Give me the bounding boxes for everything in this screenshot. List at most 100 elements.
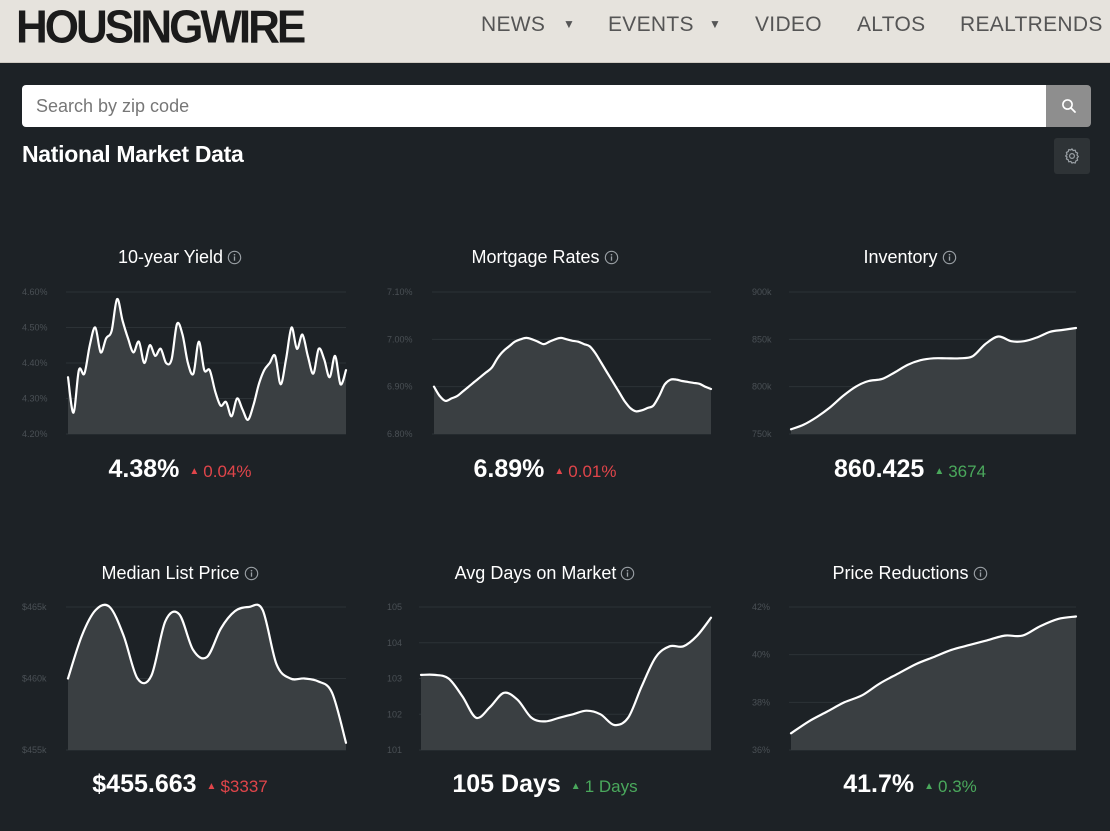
card-title: Price Reductions bbox=[740, 563, 1080, 586]
metric-change: ▲ 3674 bbox=[934, 462, 986, 481]
info-icon[interactable] bbox=[620, 565, 635, 586]
y-tick-label: 4.30% bbox=[22, 394, 48, 404]
metric-change-value: 0.01% bbox=[568, 462, 617, 481]
value-row: 105 Days ▲ 1 Days bbox=[375, 770, 715, 799]
y-tick-label: 105 bbox=[387, 602, 402, 612]
value-row: $455.663 ▲ $3337 bbox=[10, 770, 350, 799]
triangle-up-icon: ▲ bbox=[924, 781, 935, 792]
y-tick-label: 800k bbox=[752, 382, 772, 392]
metric-value: 41.7% bbox=[843, 770, 915, 798]
y-tick-label: 4.20% bbox=[22, 429, 48, 439]
series-line[interactable] bbox=[789, 326, 1078, 431]
y-tick-label: 750k bbox=[752, 429, 772, 439]
nav-item-video[interactable]: VIDEO bbox=[755, 13, 822, 36]
y-tick-label: 4.60% bbox=[22, 287, 48, 297]
search-button[interactable] bbox=[1046, 85, 1091, 127]
metric-value: $455.663 bbox=[92, 770, 197, 798]
card-title-label: Mortgage Rates bbox=[471, 247, 600, 267]
section-title: National Market Data bbox=[22, 141, 244, 167]
card-price-reductions: Price Reductions 42% 40% 38% 36% 41.7% ▲ 0.3% bbox=[740, 563, 1080, 823]
search-icon bbox=[1061, 99, 1076, 113]
series-line[interactable] bbox=[66, 297, 348, 421]
zip-search bbox=[22, 85, 1091, 127]
series-line[interactable] bbox=[66, 603, 348, 744]
series-area bbox=[791, 616, 1076, 750]
metric-value: 860.425 bbox=[833, 455, 925, 483]
card-inventory: Inventory 900k 850k 800k 750k 860.425 ▲ 3674 bbox=[740, 247, 1080, 507]
value-row: 860.425 ▲ 3674 bbox=[740, 455, 1080, 484]
series-area bbox=[434, 337, 711, 434]
triangle-down-icon: ▲ bbox=[206, 781, 217, 792]
triangle-down-icon: ▲ bbox=[554, 466, 565, 477]
metric-change-value: 3674 bbox=[948, 462, 987, 481]
chevron-down-icon[interactable]: ▼ bbox=[709, 17, 721, 31]
zip-search-input[interactable] bbox=[22, 85, 1046, 127]
area-chart: 42% 40% 38% 36% bbox=[752, 602, 1078, 755]
nav-item-events[interactable]: EVENTS bbox=[608, 13, 694, 36]
y-tick-label: $455k bbox=[22, 745, 47, 755]
area-chart: 900k 850k 800k 750k bbox=[752, 287, 1078, 439]
y-tick-label: 4.50% bbox=[22, 323, 48, 333]
y-tick-label: 6.90% bbox=[387, 382, 413, 392]
series-line[interactable] bbox=[789, 615, 1078, 735]
value-row: 41.7% ▲ 0.3% bbox=[740, 770, 1080, 799]
y-tick-label: 4.40% bbox=[22, 358, 48, 368]
y-tick-label: 42% bbox=[752, 602, 770, 612]
card-title: Inventory bbox=[740, 247, 1080, 270]
y-tick-label: 6.80% bbox=[387, 429, 413, 439]
metric-change-value: 1 Days bbox=[584, 777, 638, 796]
info-icon[interactable] bbox=[973, 565, 988, 586]
triangle-up-icon: ▲ bbox=[570, 781, 581, 792]
gear-icon bbox=[1065, 148, 1079, 164]
value-row: 6.89% ▲ 0.01% bbox=[375, 455, 715, 484]
top-navigation-bar: HOUSINGWIRE NEWS ▼ EVENTS ▼ VIDEO ALTOS … bbox=[0, 0, 1110, 63]
value-row: 4.38% ▲ 0.04% bbox=[10, 455, 350, 484]
settings-button[interactable] bbox=[1054, 138, 1090, 174]
nav-item-altos[interactable]: ALTOS bbox=[857, 13, 926, 36]
series-area bbox=[791, 328, 1076, 434]
metric-value: 6.89% bbox=[473, 455, 545, 483]
area-chart: 7.10% 7.00% 6.90% 6.80% bbox=[387, 287, 713, 439]
nav-item-realtrends[interactable]: REALTRENDS bbox=[960, 13, 1103, 36]
card-title: 10-year Yield bbox=[10, 247, 350, 270]
series-area bbox=[68, 298, 346, 434]
card-title-label: 10-year Yield bbox=[117, 247, 224, 267]
card-title-label: Price Reductions bbox=[832, 563, 969, 583]
series-area bbox=[68, 604, 346, 750]
metric-change-value: $3337 bbox=[220, 777, 268, 796]
card-title: Avg Days on Market bbox=[375, 563, 715, 586]
nav-item-news[interactable]: NEWS bbox=[481, 13, 546, 36]
metric-change-value: 0.04% bbox=[203, 462, 252, 481]
metric-change: ▲ $3337 bbox=[207, 777, 268, 796]
card-title: Median List Price bbox=[10, 563, 350, 586]
card-10-year-yield: 10-year Yield 4.60% 4.50% 4.40% 4.30% 4.20% 4.… bbox=[10, 247, 350, 507]
metric-change: ▲ 0.3% bbox=[924, 777, 977, 796]
area-chart: 4.60% 4.50% 4.40% 4.30% 4.20% bbox=[22, 287, 348, 439]
card-title-label: Inventory bbox=[863, 247, 938, 267]
series-line[interactable] bbox=[419, 616, 713, 727]
triangle-up-icon: ▲ bbox=[934, 466, 945, 477]
metric-change: ▲ 1 Days bbox=[571, 777, 638, 796]
chevron-down-icon[interactable]: ▼ bbox=[563, 17, 575, 31]
info-icon[interactable] bbox=[244, 565, 259, 586]
metric-change: ▲ 0.04% bbox=[189, 462, 251, 481]
info-icon[interactable] bbox=[604, 249, 619, 270]
y-tick-label: 850k bbox=[752, 334, 772, 344]
y-tick-label: 104 bbox=[387, 638, 402, 648]
metric-change: ▲ 0.01% bbox=[554, 462, 616, 481]
y-tick-label: 40% bbox=[752, 650, 770, 660]
housingwire-logo[interactable]: HOUSINGWIRE bbox=[16, 1, 306, 54]
series-line[interactable] bbox=[432, 336, 713, 413]
area-chart: 105 104 103 102 101 bbox=[387, 602, 713, 755]
y-tick-label: 900k bbox=[752, 287, 772, 297]
metric-value: 4.38% bbox=[108, 455, 180, 483]
area-chart: $465k $460k $455k bbox=[22, 602, 348, 755]
metric-change-value: 0.3% bbox=[938, 777, 977, 796]
y-tick-label: 7.00% bbox=[387, 334, 413, 344]
series-area bbox=[421, 617, 711, 750]
y-tick-label: 101 bbox=[387, 745, 402, 755]
info-icon[interactable] bbox=[942, 249, 957, 270]
card-avg-days-on-market: Avg Days on Market 105 104 103 102 101 105 Day… bbox=[375, 563, 715, 823]
card-mortgage-rates: Mortgage Rates 7.10% 7.00% 6.90% 6.80% 6.89% ▲… bbox=[375, 247, 715, 507]
info-icon[interactable] bbox=[227, 249, 242, 270]
